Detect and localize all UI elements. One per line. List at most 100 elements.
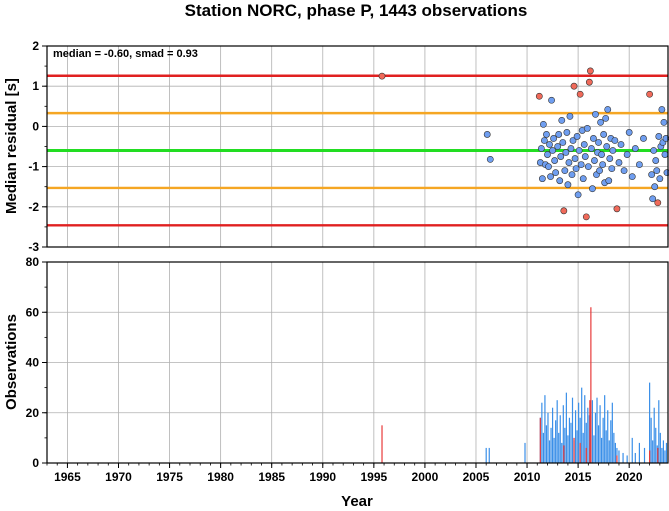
residual-point xyxy=(660,118,668,126)
residual-point xyxy=(609,147,617,154)
residual-point xyxy=(551,157,559,164)
residual-point xyxy=(556,177,564,185)
x-tick-label: 2015 xyxy=(565,470,592,484)
residual-point xyxy=(640,135,647,142)
residual-point xyxy=(579,175,587,183)
residual-point xyxy=(562,149,570,156)
residual-point xyxy=(596,167,603,175)
residual-point xyxy=(608,165,616,173)
outlier-point xyxy=(646,90,654,98)
residual-y-tick-label: -2 xyxy=(28,200,39,214)
residual-point xyxy=(595,139,602,146)
residual-point xyxy=(558,116,566,124)
residual-y-axis-label: Median residual [s] xyxy=(3,78,20,214)
residual-y-tick-label: 2 xyxy=(32,39,39,53)
observation-bars xyxy=(381,307,668,463)
observations-y-axis-label: Observations xyxy=(3,314,20,410)
residual-point xyxy=(623,151,631,158)
residual-point xyxy=(636,161,643,168)
residual-point xyxy=(557,153,565,160)
residual-point xyxy=(604,106,612,113)
residual-point xyxy=(651,183,659,191)
residual-point xyxy=(658,106,666,113)
residual-point xyxy=(617,141,625,148)
residual-point xyxy=(565,159,573,166)
outlier-point xyxy=(582,213,590,221)
residual-point xyxy=(620,167,628,175)
residual-point xyxy=(483,131,491,138)
residual-point xyxy=(545,163,552,170)
residual-point xyxy=(648,171,656,179)
x-tick-label: 2000 xyxy=(412,470,439,484)
residual-point xyxy=(541,137,548,144)
residual-points xyxy=(378,67,669,221)
residual-point xyxy=(572,165,580,173)
residual-y-ticks: -3 -2 -1 0 1 2 xyxy=(28,39,47,254)
year-x-axis-label: Year xyxy=(341,493,373,510)
residual-point xyxy=(650,147,658,154)
x-tick-label: 2020 xyxy=(616,470,643,484)
residual-point xyxy=(486,155,494,163)
residual-point xyxy=(600,131,608,138)
residual-point xyxy=(589,185,596,193)
observations-y-tick-label: 0 xyxy=(32,456,39,470)
residual-point xyxy=(568,171,576,179)
chart-title: Station NORC, phase P, 1443 observations xyxy=(185,1,528,20)
residual-point xyxy=(583,125,591,132)
residual-point xyxy=(539,120,547,128)
year-x-ticks: 1965 1970 1975 1980 1985 1990 1995 2000 2005 2010… xyxy=(46,463,661,484)
residual-point xyxy=(543,131,550,138)
residual-point xyxy=(544,151,551,158)
residual-point xyxy=(652,157,660,164)
residual-point xyxy=(605,177,613,185)
residual-point xyxy=(575,147,583,154)
residual-point xyxy=(571,155,579,162)
outlier-point xyxy=(560,207,568,215)
x-tick-label: 2010 xyxy=(514,470,541,484)
x-tick-label: 1970 xyxy=(105,470,132,484)
residual-point xyxy=(547,173,554,181)
residual-point xyxy=(559,139,567,146)
outlier-point xyxy=(613,205,621,213)
residual-point xyxy=(548,96,555,104)
residual-point xyxy=(603,143,611,150)
residual-point xyxy=(564,181,572,189)
residual-point xyxy=(592,110,599,118)
residual-point xyxy=(656,175,664,183)
residual-y-tick-label: 1 xyxy=(32,79,39,93)
residual-point xyxy=(598,151,606,158)
residual-point xyxy=(569,137,577,144)
x-tick-label: 1985 xyxy=(258,470,285,484)
residual-point xyxy=(549,147,556,154)
residual-point xyxy=(587,145,595,152)
residual-point xyxy=(591,157,598,164)
observations-y-tick-label: 20 xyxy=(26,406,40,420)
observations-y-tick-label: 40 xyxy=(26,356,40,370)
observations-panel: 0 20 40 60 80 1965 1970 1975 1980 1985 1990 1995 20… xyxy=(3,255,669,510)
residual-point xyxy=(563,129,571,136)
residual-point xyxy=(550,135,558,142)
observations-y-tick-label: 80 xyxy=(26,255,40,269)
outlier-point xyxy=(570,82,578,90)
residual-point xyxy=(584,163,592,170)
residual-point xyxy=(602,114,610,122)
observations-grid xyxy=(47,261,668,464)
x-tick-label: 1980 xyxy=(207,470,234,484)
residual-point xyxy=(552,169,560,177)
x-tick-label: 1995 xyxy=(360,470,387,484)
residual-point xyxy=(615,159,623,166)
observations-y-ticks: 0 20 40 60 80 xyxy=(26,255,47,470)
residual-point xyxy=(574,191,582,199)
residual-point xyxy=(653,167,661,175)
residual-point xyxy=(628,173,636,181)
outlier-point xyxy=(585,78,593,86)
residual-point xyxy=(573,133,581,140)
residual-point xyxy=(577,161,585,168)
residual-point xyxy=(546,141,553,148)
residual-point xyxy=(649,195,657,203)
residual-point xyxy=(554,143,562,150)
outlier-point xyxy=(654,199,662,207)
residual-point xyxy=(625,129,633,136)
residual-y-tick-label: -3 xyxy=(28,240,39,254)
outlier-point xyxy=(576,90,584,98)
